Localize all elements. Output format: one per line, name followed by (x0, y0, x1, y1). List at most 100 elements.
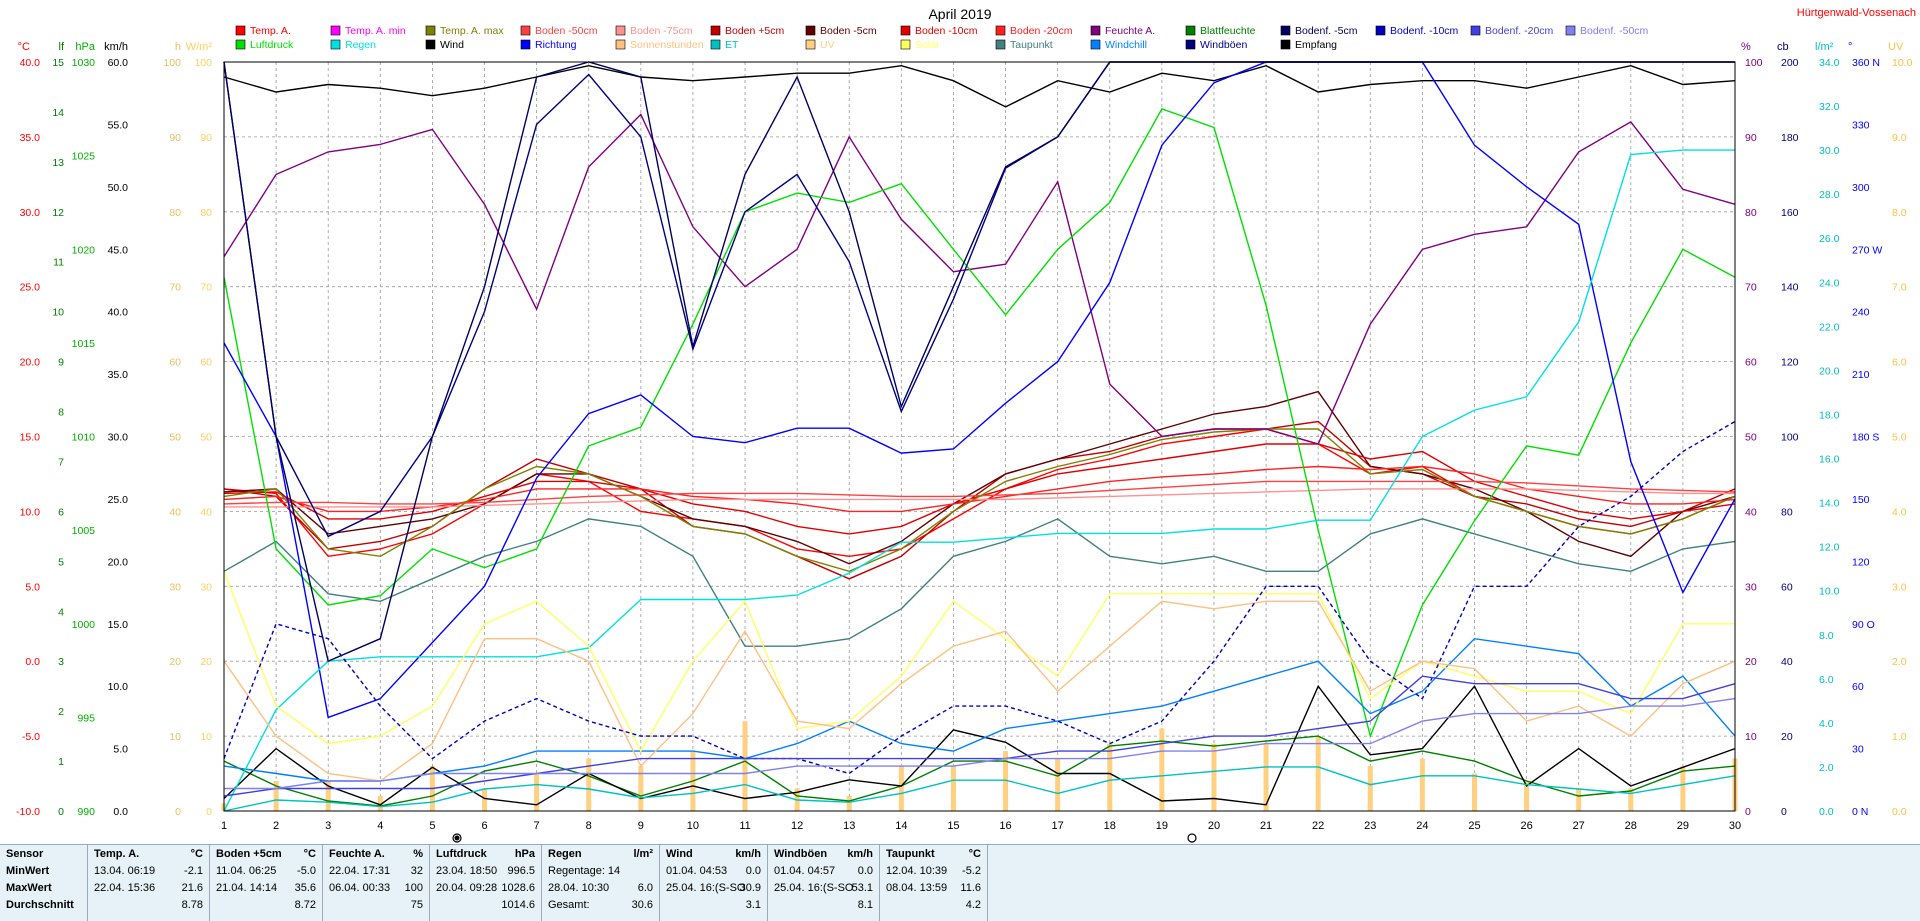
stats-row-min: 23.04. 18:50 996.5 (436, 865, 535, 881)
legend-swatch (900, 25, 911, 36)
axis-tick-left: 12 (52, 207, 64, 219)
axis-tick-left: 10.0 (108, 681, 129, 693)
axis-tick-right: 9.0 (1892, 132, 1907, 144)
axis-tick-right: 10.0 (1892, 57, 1913, 69)
series-bodenf-50cm (224, 697, 1736, 790)
x-tick-label: 14 (895, 820, 907, 832)
legend-swatch (1375, 25, 1386, 36)
stats-section-feuchte-a: Feuchte A.% 22.04. 17:31 32 06.04. 00:33 100… (323, 845, 430, 921)
stats-sensor-name: Luftdruck (436, 848, 487, 860)
axis-tick-left: 20 (169, 656, 181, 668)
series-regen (223, 149, 1735, 812)
stats-section-regen: Regen l/m² Regentage: 14 28.04. 10:30 6.0 Ges… (542, 845, 660, 921)
axis-tick-left: 10.0 (20, 506, 41, 518)
x-tick-label: 10 (687, 820, 699, 832)
stats-section-header: Boden +5cm °C (216, 848, 316, 864)
axis-tick-left: 6 (58, 506, 64, 518)
axis-tick-left: 30.0 (20, 207, 41, 219)
axis-tick-right: 80 (1745, 207, 1757, 219)
axis-tick-left: 10 (52, 307, 64, 319)
axis-tick-left: 80 (200, 207, 212, 219)
stats-row-max: 25.04. 16:(S-SO 30.9 (666, 882, 761, 898)
moon-icon-dark (454, 835, 460, 841)
uv-bar (1315, 736, 1321, 811)
axis-tick-right: 90 (1745, 132, 1757, 144)
legend-swatch (710, 39, 721, 50)
series-boden-5cm (223, 390, 1736, 565)
stats-value: 1028.6 (501, 882, 535, 894)
axis-tick-left: 1030 (72, 57, 96, 69)
legend-label-bodenf-50cm: Bodenf. -50cm (1580, 25, 1649, 37)
stats-sensor-unit: hPa (514, 848, 535, 860)
uv-bar (1003, 751, 1009, 811)
stats-timestamp: 11.04. 06:25 (216, 865, 277, 877)
axis-tick-right: 0 (1745, 806, 1751, 818)
axis-tick-left: 30.0 (108, 432, 129, 444)
legend-label-regen: Regen (345, 39, 376, 51)
stats-value: -5.0 (297, 865, 316, 877)
axis-unit-left-km-h: km/h (104, 41, 128, 53)
axis-tick-left: 80 (169, 207, 181, 219)
legend-label-uv: UV (820, 39, 835, 51)
legend-label-luftdruck: Luftdruck (250, 39, 294, 51)
stats-labels: Sensor MinWert MaxWert Durchschnitt (0, 845, 88, 921)
axis-tick-left: 40.0 (20, 57, 41, 69)
axis-tick-left: 0.0 (25, 656, 40, 668)
axis-unit-left-c: °C (18, 41, 30, 53)
axis-tick-right: 70 (1745, 282, 1757, 294)
legend-swatch (805, 39, 816, 50)
series-empfang (223, 64, 1736, 108)
stats-row-avg: 8.78 (94, 899, 203, 915)
axis-tick-left: 0.0 (113, 806, 128, 818)
axis-unit-right-l-m: l/m² (1815, 41, 1834, 53)
stats-row-max: 22.04. 15:36 21.6 (94, 882, 203, 898)
axis-tick-right: 200 (1781, 57, 1799, 69)
axis-tick-right: 18.0 (1819, 409, 1840, 421)
axis-tick-left: 30 (169, 581, 181, 593)
axis-tick-left: 3 (58, 656, 64, 668)
stats-sensor-name: Regen (548, 848, 582, 860)
legend-swatch (1185, 25, 1196, 36)
legend-swatch (1090, 39, 1101, 50)
series-temp-a-max (223, 428, 1736, 573)
stats-row-avg: Gesamt: 30.6 (548, 899, 653, 915)
legend-label-sonnenstunden: Sonnenstunden (630, 39, 704, 51)
stats-timestamp: 22.04. 17:31 (329, 865, 391, 877)
stats-sensor-name: Feuchte A. (329, 848, 385, 860)
stats-timestamp: Regentage: 14 (548, 865, 621, 877)
uv-bar (1107, 743, 1113, 811)
axis-tick-left: 0 (175, 806, 181, 818)
x-tick-label: 23 (1364, 820, 1376, 832)
stats-row-max: 28.04. 10:30 6.0 (548, 882, 653, 898)
stats-timestamp: 21.04. 14:14 (216, 882, 278, 894)
stats-value: -5.2 (962, 865, 981, 877)
stats-value: 30.9 (739, 882, 761, 894)
sensor-statistics: Sensor MinWert MaxWert Durchschnitt Temp… (0, 844, 1920, 921)
x-tick-label: 19 (1156, 820, 1168, 832)
uv-bar (1419, 758, 1425, 811)
series-boden-75cm (224, 488, 1735, 508)
legend-label-bodenf-10cm: Bodenf. -10cm (1390, 25, 1459, 37)
axis-tick-left: 1025 (72, 151, 96, 163)
axis-tick-left: 990 (77, 806, 95, 818)
stats-row-avg: 8.72 (216, 899, 316, 915)
stats-value: 8.78 (181, 899, 203, 911)
stats-value: 996.5 (507, 865, 535, 877)
axis-tick-left: 60.0 (108, 57, 129, 69)
axis-tick-left: 90 (169, 132, 181, 144)
stats-value: 0.0 (857, 865, 873, 877)
uv-bar (1159, 728, 1165, 811)
stats-value: 11.6 (960, 882, 981, 894)
axis-tick-left: 60 (200, 357, 212, 369)
axis-tick-left: 1010 (72, 432, 96, 444)
stats-value: 6.0 (637, 882, 653, 894)
axis-tick-left: 35.0 (108, 369, 129, 381)
uv-bar (586, 758, 592, 811)
axis-tick-right: 24.0 (1819, 277, 1840, 289)
uv-bar (482, 788, 488, 811)
axis-tick-right: 10.0 (1819, 586, 1840, 598)
legend-label-empfang: Empfang (1295, 39, 1337, 51)
chart-axes: °C40.035.030.025.020.015.010.05.00.0-5.0… (16, 41, 1913, 832)
stats-section-header: Luftdruck hPa (436, 848, 535, 864)
legend-label-solar: Solar (915, 39, 940, 51)
